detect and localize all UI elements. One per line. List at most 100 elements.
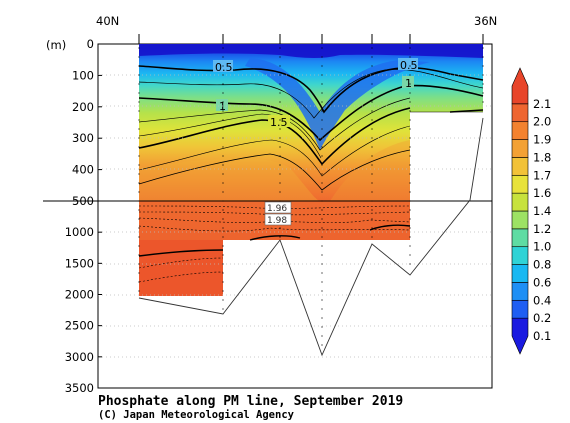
colorbar-label: 1.2 (533, 222, 551, 236)
y-tick-label: 0 (87, 37, 94, 51)
sample-point (371, 56, 373, 58)
sample-point (482, 83, 484, 85)
sample-point (222, 182, 224, 184)
sample-point (371, 227, 373, 229)
colorbar-label: 1.4 (533, 204, 551, 218)
upper-filled-contours: 0.5 0.5 1 1 1.5 (138, 44, 484, 201)
sample-point (371, 146, 373, 148)
sample-point (279, 101, 281, 103)
sample-point (222, 56, 224, 58)
sample-point (138, 110, 140, 112)
sample-point (279, 182, 281, 184)
sample-point (371, 200, 373, 202)
sample-point (409, 218, 411, 220)
sample-point (371, 236, 373, 238)
sample-point (409, 65, 411, 67)
chart-title: Phosphate along PM line, September 2019 (98, 394, 403, 409)
sample-point (321, 164, 323, 166)
colorbar-label: 0.8 (533, 258, 551, 272)
sample-point (321, 110, 323, 112)
sample-point (138, 56, 140, 58)
sample-point (321, 236, 323, 238)
sample-point (409, 173, 411, 175)
sample-point (409, 209, 411, 211)
sample-point (138, 65, 140, 67)
y-tick-label: 1000 (65, 225, 94, 239)
sample-point (138, 191, 140, 193)
sample-point (321, 65, 323, 67)
y-tick-label: 2500 (65, 319, 94, 333)
sample-point (371, 218, 373, 220)
sample-point (409, 200, 411, 202)
y-axis-upper-ticks: 0 100 200 300 400 500 (72, 37, 102, 208)
sample-point (321, 281, 323, 283)
sample-point (321, 191, 323, 193)
sample-point (321, 155, 323, 157)
sample-point (222, 281, 224, 283)
colorbar-label: 0.2 (533, 311, 551, 325)
sample-point (279, 209, 281, 211)
sample-point (138, 83, 140, 85)
sample-point (138, 137, 140, 139)
sample-point (138, 164, 140, 166)
contour-label-0.5-left: 0.5 (215, 61, 233, 74)
sample-point (321, 83, 323, 85)
sample-point (371, 173, 373, 175)
sample-point (371, 128, 373, 130)
sample-point (279, 191, 281, 193)
sample-point (409, 254, 411, 256)
sample-point (138, 236, 140, 238)
sample-point (409, 119, 411, 121)
sample-point (279, 56, 281, 58)
sample-point (222, 209, 224, 211)
sample-point (222, 272, 224, 274)
sample-point (222, 110, 224, 112)
sample-point (138, 119, 140, 121)
colorbar-label: 1.7 (533, 168, 551, 182)
sample-point (138, 146, 140, 148)
sample-point (321, 56, 323, 58)
sample-point (138, 272, 140, 274)
sample-point (222, 83, 224, 85)
sample-point (279, 218, 281, 220)
sample-point (321, 74, 323, 76)
sample-point (222, 290, 224, 292)
sample-point (138, 254, 140, 256)
colorbar-swatch (511, 139, 529, 158)
colorbar-swatch (511, 228, 529, 248)
sample-point (138, 263, 140, 265)
sample-point (482, 47, 484, 49)
colorbar-label: 0.1 (533, 329, 551, 343)
sample-point (321, 146, 323, 148)
sample-point (321, 47, 323, 49)
sample-point (138, 209, 140, 211)
sample-point (222, 92, 224, 94)
colorbar-label: 1.9 (533, 133, 551, 147)
sample-point (222, 101, 224, 103)
sample-point (409, 182, 411, 184)
sample-point (222, 263, 224, 265)
sample-point (279, 236, 281, 238)
contour-label-1.5: 1.5 (270, 116, 288, 129)
sample-point (138, 47, 140, 49)
sample-point (321, 209, 323, 211)
sample-point (222, 164, 224, 166)
sample-point (371, 74, 373, 76)
sample-point (321, 344, 323, 346)
sample-point (138, 173, 140, 175)
sample-point (371, 191, 373, 193)
y-tick-label: 1500 (65, 256, 94, 270)
y-tick-label: 200 (72, 100, 94, 114)
colorbar-swatch (511, 157, 529, 176)
sample-point (138, 182, 140, 184)
colorbar-label: 0.6 (533, 275, 551, 289)
sample-point (409, 110, 411, 112)
sample-point (321, 200, 323, 202)
sample-point (409, 263, 411, 265)
sample-point (321, 272, 323, 274)
colorbar-swatch (511, 282, 529, 301)
sample-point (371, 83, 373, 85)
sample-point (371, 182, 373, 184)
bottom-topography (138, 117, 484, 357)
